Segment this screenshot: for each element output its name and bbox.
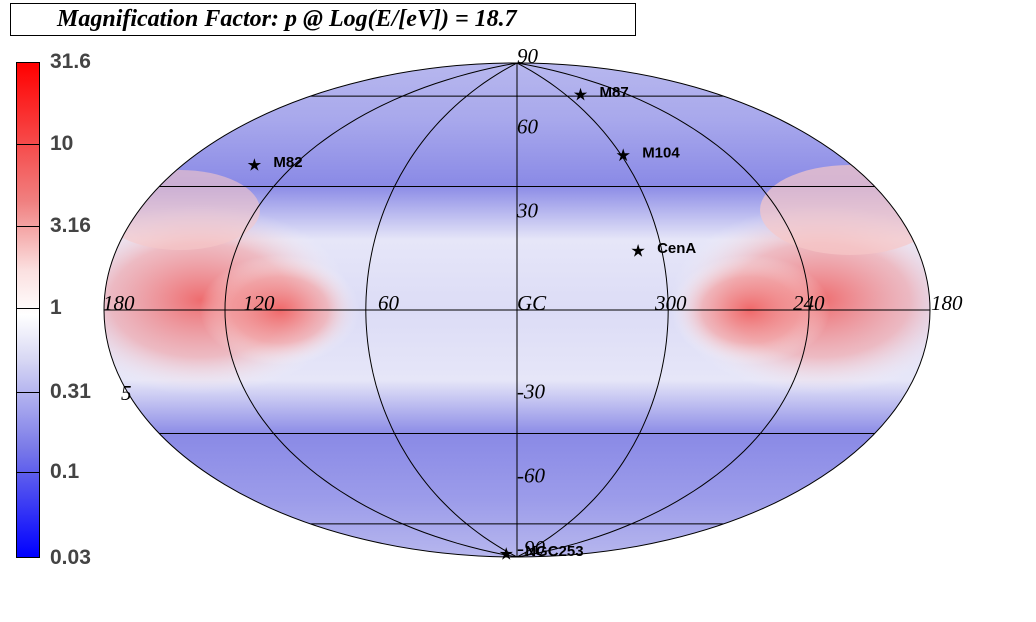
source-label: CenA xyxy=(657,240,696,257)
latitude-label: -30 xyxy=(517,379,545,403)
latitude-labels: 90 60 30 -30 -60 -90 xyxy=(516,44,545,560)
source-label: NGC253 xyxy=(525,543,583,560)
source-label: M104 xyxy=(642,144,680,161)
longitude-label: 240 xyxy=(793,291,825,315)
source-label: M82 xyxy=(273,154,302,171)
colorbar-label: 0.1 xyxy=(50,460,80,484)
latitude-label: -60 xyxy=(517,464,545,488)
colorbar-tick xyxy=(16,391,40,393)
colorbar-tick xyxy=(16,226,40,228)
star-icon xyxy=(247,158,262,171)
source-marker: CenA xyxy=(631,240,696,257)
colorbar-tick xyxy=(16,472,40,474)
source-marker: M87 xyxy=(573,84,629,101)
colorbar-label: 1 xyxy=(50,296,62,320)
longitude-label: GC xyxy=(517,291,547,315)
map-title: Magnification Factor: p @ Log(E/[eV]) = … xyxy=(57,6,517,32)
latitude-label: 90 xyxy=(517,44,539,68)
colorbar-tick xyxy=(16,143,40,145)
edge-fragment-label: 5 xyxy=(121,381,132,405)
colorbar-tick xyxy=(16,308,40,310)
star-icon xyxy=(631,244,645,257)
colorbar-label: 10 xyxy=(50,131,74,155)
source-markers: M87 M104 M82 CenA NGC253 xyxy=(247,84,696,560)
star-icon xyxy=(573,87,588,101)
latitude-label: 30 xyxy=(516,199,539,223)
latitude-label: -90 xyxy=(517,536,545,560)
longitude-label: 300 xyxy=(654,291,687,315)
coordinate-grid xyxy=(104,62,930,558)
longitude-label: 180 xyxy=(103,291,135,315)
longitude-label: 120 xyxy=(243,291,275,315)
colorbar-label: 0.03 xyxy=(50,546,91,569)
source-marker: M82 xyxy=(247,154,303,171)
colorbar-label: 31.6 xyxy=(50,50,91,73)
map-boundary xyxy=(103,62,931,558)
title-box: Magnification Factor: p @ Log(E/[eV]) = … xyxy=(10,3,636,36)
longitude-labels: 180 120 60 GC 300 240 180 xyxy=(103,291,963,315)
longitude-label: 60 xyxy=(378,291,400,315)
colorbar-label: 0.31 xyxy=(50,379,91,403)
star-icon xyxy=(499,547,513,560)
star-icon xyxy=(616,148,630,162)
colorbar-label: 3.16 xyxy=(50,214,91,238)
source-marker: M104 xyxy=(616,144,680,162)
source-label: M87 xyxy=(600,84,629,101)
longitude-label: 180 xyxy=(931,291,963,315)
latitude-label: 60 xyxy=(517,114,539,138)
source-marker: NGC253 xyxy=(499,543,584,560)
